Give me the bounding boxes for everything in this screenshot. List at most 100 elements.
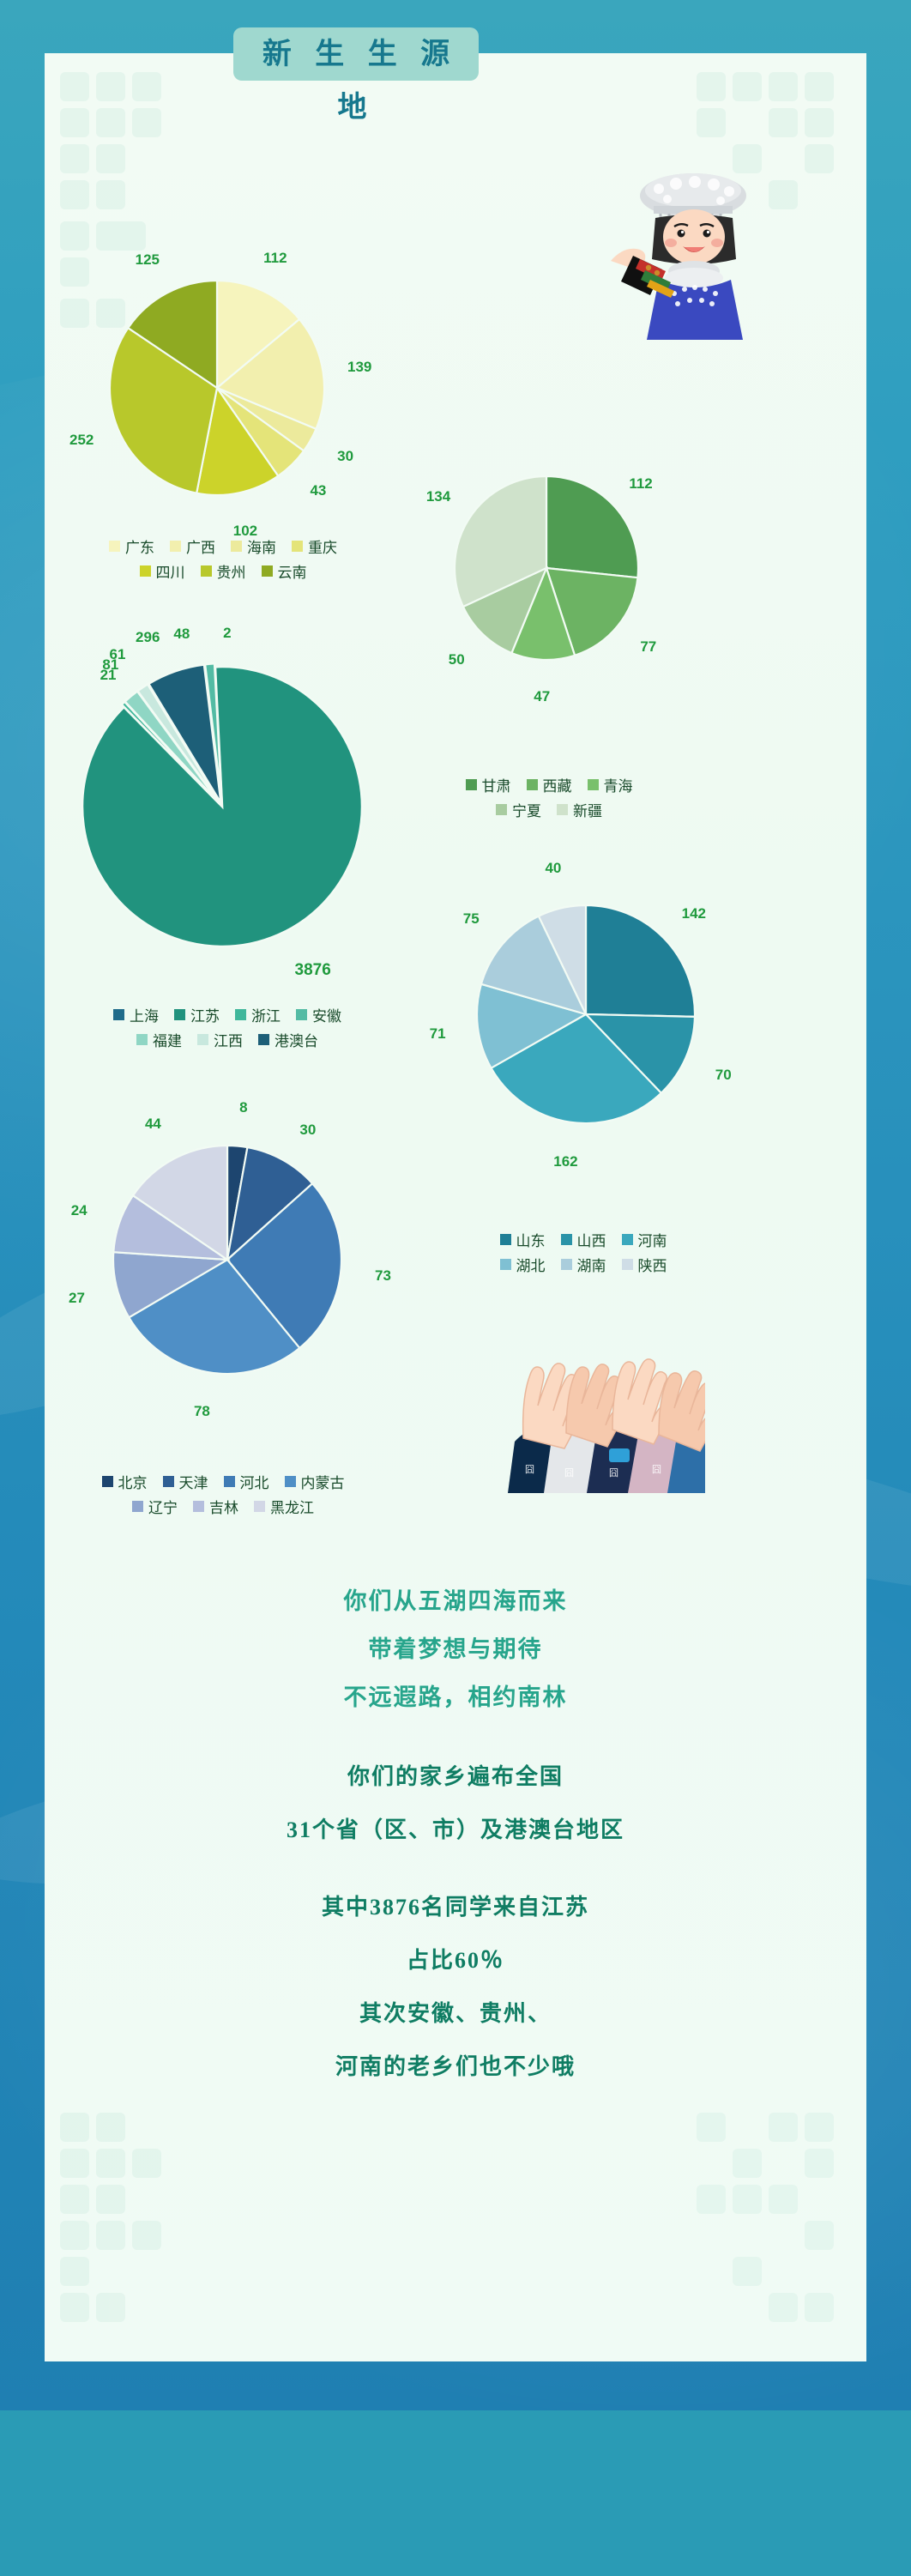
legend-label: 西藏 [542, 778, 572, 795]
legend-item[interactable]: 湖南 [560, 1254, 606, 1275]
legend-swatch [261, 565, 273, 577]
decor-block [60, 108, 89, 137]
pie-slice[interactable] [126, 279, 219, 390]
legend-item[interactable]: 江西 [197, 1029, 243, 1050]
decor-block [697, 2113, 726, 2142]
pie-slice[interactable] [453, 475, 548, 608]
copy-block-3: 其中3876名同学来自江苏 占比60％ 其次安徽、贵州、 河南的老乡们也不少哦 [0, 1881, 911, 2094]
pie-data-label: 40 [545, 860, 562, 877]
legend-label: 重庆 [308, 540, 337, 556]
pie-slice[interactable] [475, 983, 588, 1070]
copy-line: 其中3876名同学来自江苏 [321, 1895, 589, 1920]
decor-block [96, 144, 125, 173]
legend-item[interactable]: 浙江 [235, 1004, 281, 1025]
decor-block [96, 221, 146, 251]
pie-slice[interactable] [462, 565, 549, 655]
pie-slice[interactable] [226, 1182, 343, 1350]
pie-slice[interactable] [480, 915, 588, 1016]
legend-item[interactable]: 山东 [499, 1229, 546, 1250]
pie-slice[interactable] [490, 1013, 663, 1125]
decor-block [805, 144, 834, 173]
legend-item[interactable]: 江苏 [174, 1004, 220, 1025]
legend-item[interactable]: 内蒙古 [284, 1471, 345, 1492]
decor-block [60, 2221, 89, 2250]
pie-slice[interactable] [545, 566, 639, 657]
pie-data-label: 2 [223, 625, 232, 642]
legend-swatch [465, 779, 477, 790]
copy-line: 其次安徽、贵州、 [359, 2001, 552, 2026]
legend-swatch [258, 1034, 269, 1045]
legend-item[interactable]: 天津 [162, 1471, 208, 1492]
pie-slice[interactable] [584, 904, 697, 1018]
legend-item[interactable]: 河北 [223, 1471, 269, 1492]
legend-label: 河北 [239, 1475, 269, 1491]
legend-item[interactable]: 辽宁 [132, 1496, 178, 1517]
legend-item[interactable]: 北京 [101, 1471, 148, 1492]
legend-item[interactable]: 宁夏 [496, 799, 541, 820]
legend-swatch [499, 1259, 511, 1270]
pie-slice[interactable] [510, 565, 576, 662]
legend-item[interactable]: 山西 [560, 1229, 606, 1250]
legend-south-china: 广东 广西 海南 重庆四川 贵州 云南 [69, 534, 377, 584]
decor-blocks-top-left [45, 53, 866, 396]
title-bar: 新 生 生 源 地 [0, 0, 911, 124]
decor-block [60, 2185, 89, 2214]
pie-slice[interactable] [108, 326, 219, 495]
decor-block [96, 299, 125, 328]
pie-slice[interactable] [545, 475, 640, 579]
legend-swatch [587, 779, 599, 790]
pie-chart-northwest [403, 425, 690, 711]
legend-item[interactable]: 河南 [621, 1229, 667, 1250]
decor-block [60, 257, 89, 287]
legend-item[interactable]: 云南 [261, 560, 307, 582]
pie-slice[interactable] [226, 1146, 314, 1262]
legend-label: 港澳台 [275, 1033, 318, 1049]
pie-slice[interactable] [131, 1144, 229, 1262]
pie-slice[interactable] [127, 1258, 301, 1376]
legend-item[interactable]: 甘肃 [465, 774, 511, 795]
legend-item[interactable]: 陕西 [621, 1254, 667, 1275]
legend-item[interactable]: 西藏 [526, 774, 572, 795]
pie-slice[interactable] [214, 317, 326, 431]
pie-slice[interactable] [215, 279, 301, 390]
legend-label: 山西 [576, 1233, 606, 1249]
pie-data-label: 48 [173, 625, 190, 642]
pie-data-label: 162 [553, 1153, 578, 1170]
copy-line: 河南的老乡们也不少哦 [335, 2054, 576, 2079]
pie-slice[interactable] [112, 1251, 231, 1319]
decor-block [96, 2185, 125, 2214]
legend-item[interactable]: 贵州 [200, 560, 246, 582]
legend-item[interactable]: 黑龙江 [254, 1496, 314, 1517]
decor-block [60, 144, 89, 173]
pie-data-label: 112 [263, 250, 287, 267]
legend-item[interactable]: 福建 [136, 1029, 182, 1050]
decor-block [805, 2149, 834, 2178]
legend-item[interactable]: 安徽 [296, 1004, 341, 1025]
legend-swatch [557, 804, 568, 815]
pie-slice[interactable] [583, 1013, 697, 1095]
pie-data-label: 134 [425, 487, 451, 505]
legend-label: 福建 [153, 1033, 182, 1049]
pie-slice[interactable] [203, 662, 223, 804]
pie-chart-northeast [62, 1094, 393, 1425]
legend-item[interactable]: 新疆 [557, 799, 602, 820]
legend-swatch [560, 1234, 572, 1245]
legend-item[interactable]: 广西 [170, 535, 215, 557]
legend-item[interactable]: 港澳台 [258, 1029, 318, 1050]
legend-item[interactable]: 上海 [113, 1004, 159, 1025]
legend-item[interactable]: 青海 [587, 774, 633, 795]
legend-item[interactable]: 海南 [231, 535, 276, 557]
pie-slice[interactable] [195, 385, 280, 497]
pie-data-label: 78 [193, 1403, 210, 1420]
legend-swatch [292, 541, 303, 552]
legend-item[interactable]: 广东 [109, 535, 154, 557]
legend-swatch [170, 541, 181, 552]
decor-block [769, 2113, 798, 2142]
legend-item[interactable]: 吉林 [193, 1496, 238, 1517]
legend-item[interactable]: 湖北 [499, 1254, 546, 1275]
legend-item[interactable]: 四川 [139, 560, 185, 582]
svg-text:囧: 囧 [525, 1464, 534, 1475]
decor-block [96, 108, 125, 137]
pie-slice[interactable] [537, 904, 588, 1015]
legend-item[interactable]: 重庆 [292, 535, 337, 557]
